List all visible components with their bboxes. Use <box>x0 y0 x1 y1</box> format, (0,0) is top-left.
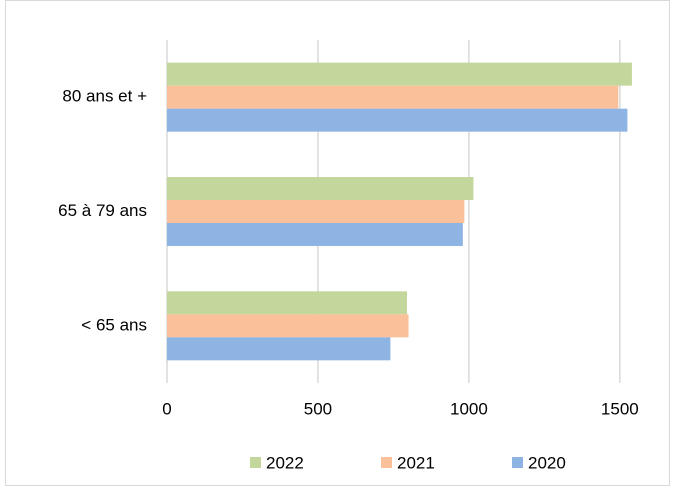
bar <box>167 200 465 223</box>
bar <box>167 108 628 132</box>
bar <box>167 85 619 109</box>
bar <box>167 337 391 361</box>
x-tick-label: 1500 <box>601 399 639 418</box>
legend-label: 2021 <box>397 453 435 472</box>
x-tick-label: 0 <box>162 399 171 418</box>
bar <box>167 62 632 86</box>
x-tick-label: 500 <box>304 399 332 418</box>
y-tick-label: < 65 ans <box>81 315 147 334</box>
y-tick-label: 80 ans et + <box>62 87 147 106</box>
x-tick-label: 1000 <box>450 399 488 418</box>
legend-swatch <box>512 457 523 468</box>
legend-label: 2022 <box>266 453 304 472</box>
bar <box>167 314 409 338</box>
legend-swatch <box>381 457 392 468</box>
legend-label: 2020 <box>528 453 566 472</box>
legend-swatch <box>250 457 261 468</box>
bar <box>167 177 474 200</box>
bar <box>167 223 463 246</box>
y-tick-label: 65 à 79 ans <box>58 201 147 220</box>
bar <box>167 291 408 315</box>
